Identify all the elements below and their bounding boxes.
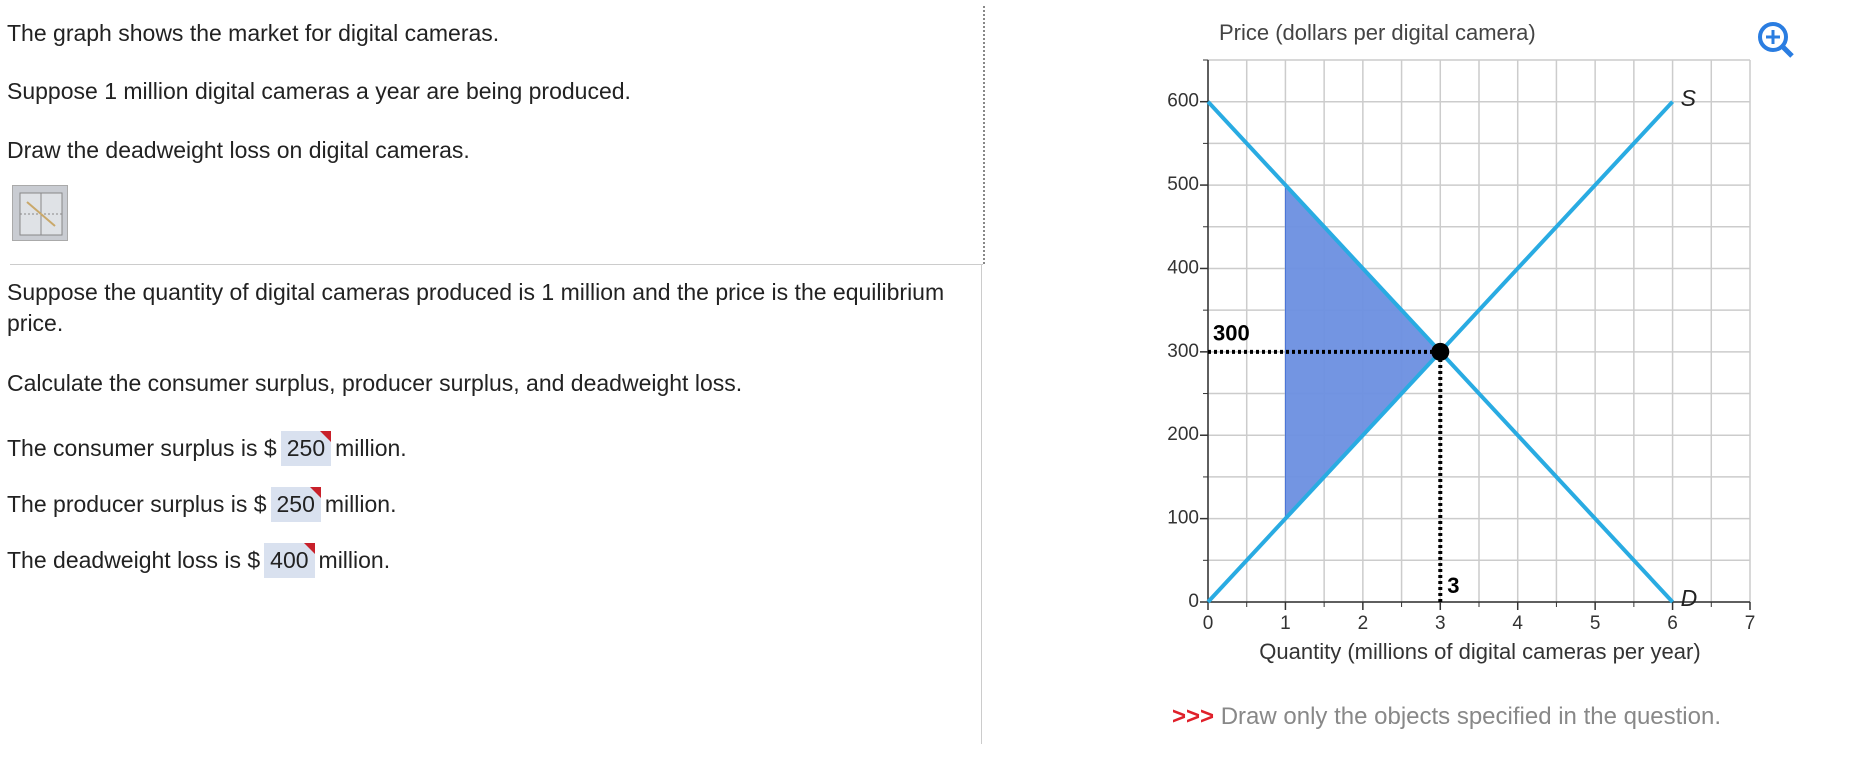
equilibrium-point (1431, 342, 1450, 361)
x-axis-label: Quantity (millions of digital cameras pe… (1259, 639, 1700, 664)
answer-suffix: million. (318, 547, 391, 573)
y-tick-label: 200 (1167, 424, 1199, 445)
y-tick-label: 300 (1167, 341, 1199, 362)
answer-box[interactable]: 400 (264, 543, 315, 578)
tool-icon (19, 192, 63, 236)
paragraph: Suppose 1 million digital cameras a year… (7, 78, 631, 104)
equilibrium-quantity-label: 3 (1447, 573, 1459, 598)
x-tick-label: 2 (1358, 613, 1369, 634)
curve-label: D (1681, 585, 1698, 611)
zoom-icon[interactable] (1758, 22, 1794, 58)
y-tick-label: 500 (1167, 174, 1199, 195)
divider (983, 6, 985, 264)
answer-suffix: million. (324, 491, 397, 517)
answer-row: The producer surplus is $250 million. (7, 487, 396, 522)
x-tick-label: 3 (1435, 613, 1446, 634)
y-tick-label: 400 (1167, 257, 1199, 278)
divider (10, 264, 983, 265)
x-tick-label: 4 (1512, 613, 1523, 634)
answer-box[interactable]: 250 (280, 431, 332, 466)
curve (1206, 100, 1675, 604)
answer-row: The deadweight loss is $400 million. (7, 543, 390, 578)
equilibrium-price-label: 300 (1213, 321, 1250, 346)
paragraph: The graph shows the market for digital c… (7, 20, 500, 46)
x-tick-label: 7 (1745, 613, 1756, 634)
instruction: >>> Draw only the objects specified in t… (1172, 703, 1721, 731)
y-tick-label: 100 (1167, 508, 1199, 529)
instruction-marker: >>> (1172, 703, 1215, 730)
paragraph: Suppose the quantity of digital cameras … (7, 279, 945, 336)
divider (981, 264, 982, 744)
curve-label: S (1681, 85, 1697, 111)
answer-box[interactable]: 250 (270, 487, 322, 522)
x-tick-label: 5 (1590, 613, 1601, 634)
x-tick-label: 6 (1667, 613, 1678, 634)
y-axis-label: Price (dollars per digital camera) (1219, 20, 1536, 45)
paragraph: Draw the deadweight loss on digital came… (7, 137, 470, 163)
y-tick-label: 600 (1167, 91, 1199, 112)
curve (1206, 100, 1675, 604)
y-tick-label: 0 (1188, 591, 1199, 612)
answer-suffix: million. (335, 435, 407, 461)
paragraph: Calculate the consumer surplus, producer… (7, 370, 743, 396)
x-tick-label: 1 (1280, 613, 1291, 634)
draw-tool-button[interactable] (12, 185, 68, 241)
deadweight-loss-area (1284, 183, 1441, 520)
answer-prefix: The consumer surplus is $ (7, 435, 277, 461)
x-tick-label: 0 (1203, 613, 1214, 634)
instruction-text: Draw only the objects specified in the q… (1220, 703, 1722, 730)
answer-row: The consumer surplus is $250 million. (7, 431, 407, 466)
answer-prefix: The producer surplus is $ (7, 491, 267, 517)
answer-prefix: The deadweight loss is $ (7, 547, 261, 573)
